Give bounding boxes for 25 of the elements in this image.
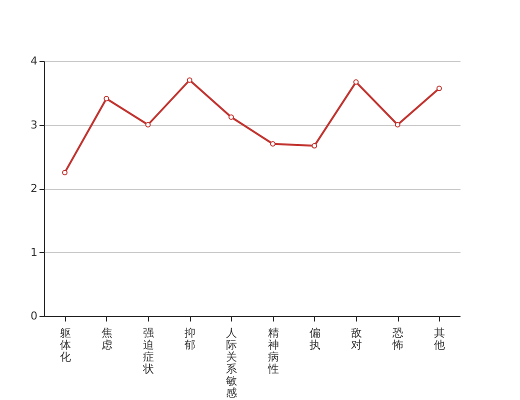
x-tick-label: 恐怖: [392, 326, 404, 352]
y-tick-label: 0: [30, 310, 38, 322]
point: [145, 122, 151, 128]
x-tick-label: 精神病性: [266, 326, 279, 376]
x-tick-label: 焦虑: [101, 326, 112, 352]
point: [270, 141, 276, 147]
point: [394, 122, 400, 128]
x-tick-label: 抑郁: [184, 326, 196, 352]
y-tick-label: 1: [30, 246, 38, 259]
point: [186, 77, 192, 83]
x-tick-label: 其他: [434, 326, 446, 352]
x-tick-label: 人际关系敏感: [226, 326, 238, 400]
x-tick-label: 偏执: [309, 326, 320, 352]
y-tick-label: 2: [30, 182, 38, 195]
y-tick-label: 4: [30, 54, 38, 68]
point: [312, 143, 318, 149]
point: [228, 114, 234, 120]
y-tick-label: 3: [30, 118, 38, 132]
x-tick-label: 敌对: [351, 326, 362, 352]
point: [436, 86, 442, 92]
x-tick-label: 强迫症状: [142, 326, 154, 376]
point: [62, 170, 68, 176]
x-tick-label: 躯体化: [60, 326, 71, 364]
point: [353, 79, 359, 85]
point: [104, 96, 110, 102]
